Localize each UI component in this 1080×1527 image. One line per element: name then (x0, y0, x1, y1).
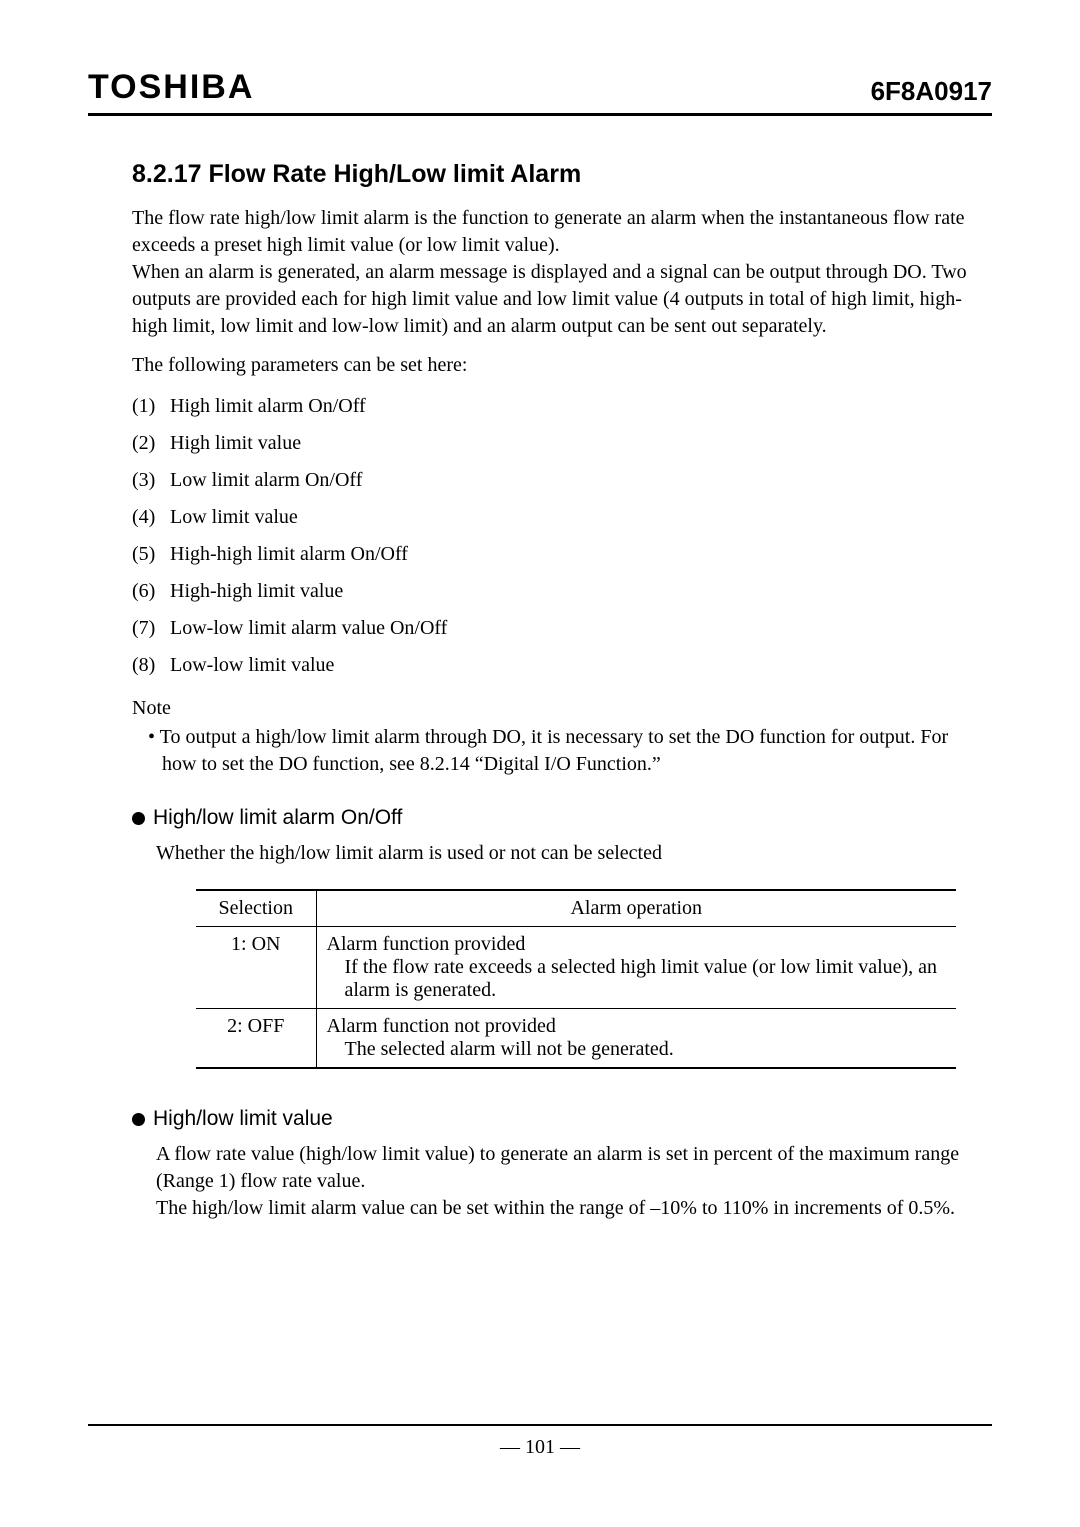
item-text: High limit alarm On/Off (170, 395, 366, 417)
subheading-value-block: A flow rate value (high/low limit value)… (132, 1141, 984, 1222)
note-text: • To output a high/low limit alarm throu… (132, 724, 984, 778)
table-header-selection: Selection (196, 890, 316, 927)
list-item: (5)High-high limit alarm On/Off (132, 541, 984, 568)
cell-selection: 1: ON (196, 927, 316, 1009)
intro-paragraph-2: When an alarm is generated, an alarm mes… (132, 259, 984, 340)
table-row: 2: OFF Alarm function not provided The s… (196, 1009, 956, 1069)
page-number: — 101 — (500, 1436, 580, 1458)
table-header-operation: Alarm operation (316, 890, 956, 927)
item-text: High-high limit alarm On/Off (170, 543, 408, 565)
content-area: 8.2.17 Flow Rate High/Low limit Alarm Th… (88, 160, 992, 1222)
item-text: Low-low limit value (170, 654, 334, 676)
page: TOSHIBA 6F8A0917 8.2.17 Flow Rate High/L… (0, 0, 1080, 1222)
bullet-icon (132, 812, 145, 825)
table-row: 1: ON Alarm function provided If the flo… (196, 927, 956, 1009)
item-text: High-high limit value (170, 580, 343, 602)
value-paragraph-1: A flow rate value (high/low limit value)… (156, 1143, 959, 1192)
item-number: (8) (132, 652, 170, 679)
list-item: (1)High limit alarm On/Off (132, 393, 984, 420)
list-item: (3)Low limit alarm On/Off (132, 467, 984, 494)
intro-block: The flow rate high/low limit alarm is th… (132, 205, 984, 379)
item-number: (6) (132, 578, 170, 605)
section-heading: 8.2.17 Flow Rate High/Low limit Alarm (132, 160, 984, 189)
intro-paragraph-3: The following parameters can be set here… (132, 352, 984, 379)
item-text: Low limit alarm On/Off (170, 469, 362, 491)
item-text: High limit value (170, 432, 301, 454)
subheading-value-text: High/low limit value (153, 1107, 333, 1131)
brand-logo-text: TOSHIBA (88, 68, 254, 107)
section-title: Flow Rate High/Low limit Alarm (208, 160, 581, 188)
cell-operation: Alarm function provided If the flow rate… (316, 927, 956, 1009)
item-number: (4) (132, 504, 170, 531)
bullet-icon (132, 1113, 145, 1126)
note-label: Note (132, 697, 984, 720)
item-text: Low limit value (170, 506, 298, 528)
alarm-table: Selection Alarm operation 1: ON Alarm fu… (196, 889, 956, 1069)
parameter-list: (1)High limit alarm On/Off (2)High limit… (132, 393, 984, 679)
subheading-onoff-text: High/low limit alarm On/Off (153, 806, 402, 830)
value-paragraph-2: The high/low limit alarm value can be se… (156, 1197, 955, 1219)
list-item: (6)High-high limit value (132, 578, 984, 605)
list-item: (2)High limit value (132, 430, 984, 457)
item-number: (5) (132, 541, 170, 568)
page-header: TOSHIBA 6F8A0917 (88, 68, 992, 116)
item-number: (3) (132, 467, 170, 494)
subheading-value: High/low limit value (132, 1107, 984, 1131)
subheading-onoff: High/low limit alarm On/Off (132, 806, 984, 830)
item-number: (2) (132, 430, 170, 457)
item-text: Low-low limit alarm value On/Off (170, 617, 447, 639)
op-line1: Alarm function not provided (327, 1015, 556, 1037)
section-number: 8.2.17 (132, 160, 202, 188)
intro-paragraph-1: The flow rate high/low limit alarm is th… (132, 205, 984, 259)
op-line1: Alarm function provided (327, 933, 526, 955)
list-item: (8)Low-low limit value (132, 652, 984, 679)
cell-operation: Alarm function not provided The selected… (316, 1009, 956, 1069)
list-item: (4)Low limit value (132, 504, 984, 531)
item-number: (1) (132, 393, 170, 420)
subheading-onoff-desc: Whether the high/low limit alarm is used… (132, 840, 984, 867)
document-number: 6F8A0917 (871, 76, 992, 107)
op-line2: If the flow rate exceeds a selected high… (327, 956, 947, 1002)
item-number: (7) (132, 615, 170, 642)
page-footer: — 101 — (88, 1424, 992, 1459)
table-header-row: Selection Alarm operation (196, 890, 956, 927)
op-line2: The selected alarm will not be generated… (327, 1038, 947, 1061)
list-item: (7)Low-low limit alarm value On/Off (132, 615, 984, 642)
cell-selection: 2: OFF (196, 1009, 316, 1069)
